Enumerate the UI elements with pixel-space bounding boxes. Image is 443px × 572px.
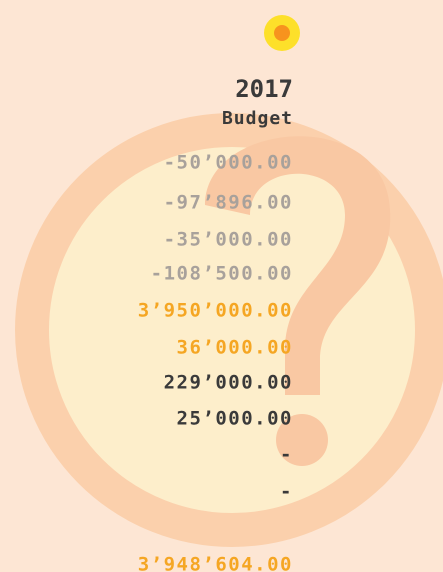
budget-value: - [280,444,293,466]
budget-value: -50’000.00 [164,152,293,174]
column-label: Budget [222,108,293,129]
budget-value: -35’000.00 [164,229,293,251]
budget-value: 25’000.00 [177,408,293,430]
budget-value: 229’000.00 [164,372,293,394]
budget-value: -97’896.00 [164,192,293,214]
budget-value: - [280,481,293,503]
budget-value: 36’000.00 [177,337,293,359]
year: 2017 [235,75,293,103]
status-dot [274,25,290,41]
budget-value: 3’948’604.00 [138,554,293,572]
budget-value: -108’500.00 [151,263,293,285]
screen: 2017 Budget -50’000.00 -97’896.00 -35’000.… [0,0,443,572]
budget-value: 3’950’000.00 [138,300,293,322]
